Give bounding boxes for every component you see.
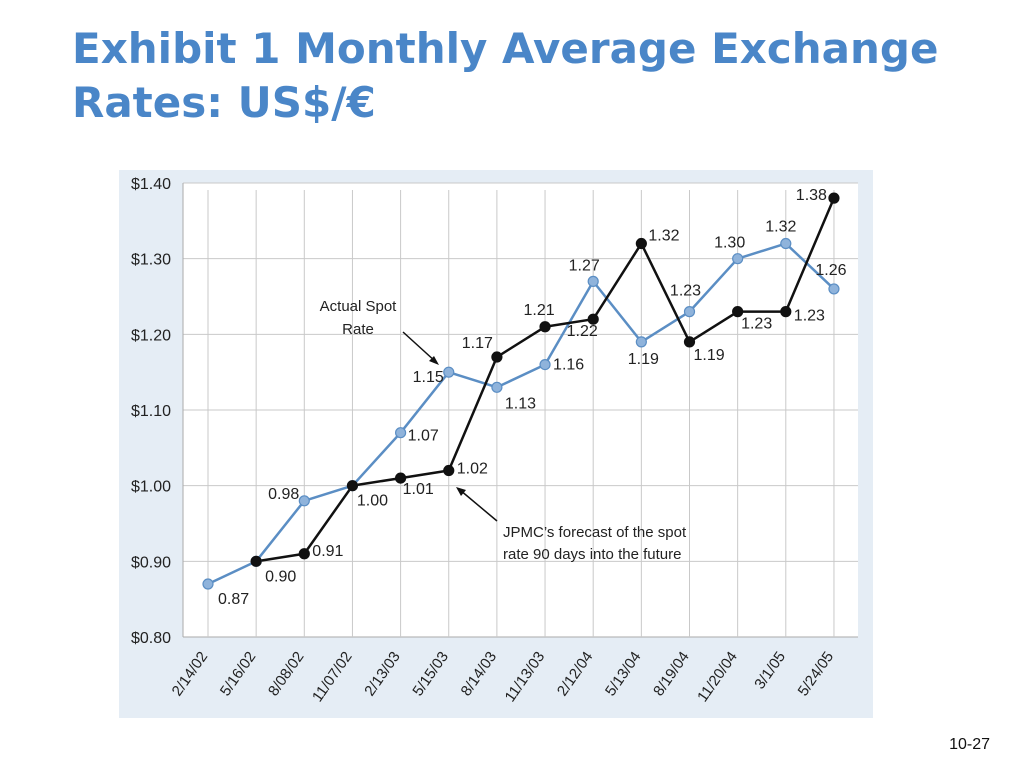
point-forecast [346, 480, 359, 492]
data-label-forecast: 1.19 [694, 347, 725, 364]
data-label-forecast: 1.32 [648, 228, 679, 245]
data-label-forecast: 1.38 [796, 187, 827, 204]
data-label-forecast: 1.22 [567, 323, 598, 340]
data-label-actual: 1.26 [815, 262, 846, 279]
y-tick-label: $1.30 [131, 252, 171, 269]
data-label-forecast: 1.00 [357, 493, 388, 510]
x-tick-label: 3/1/05 [751, 649, 789, 693]
annotations: Actual Spot Rate JPMC’s forecast of the … [320, 298, 687, 563]
data-label-forecast: 1.21 [523, 302, 554, 319]
point-forecast [780, 306, 792, 318]
point-forecast [250, 555, 262, 567]
point-forecast [539, 321, 551, 333]
point-forecast [587, 313, 599, 325]
data-label-actual: 1.30 [714, 235, 745, 252]
x-tick-label: 5/16/02 [217, 649, 260, 700]
data-label-forecast: 1.23 [741, 316, 772, 333]
data-labels: 0.87 0.90 0.98 1.07 1.15 1.13 1.16 1.27 1.19 1.23… [218, 187, 847, 608]
point-actual [732, 253, 744, 265]
exchange-rate-line-chart: $0.80 $0.90 $1.00 $1.10 $1.20 $1.30 $1.40 2/14… [131, 176, 858, 706]
annotation-actual-line-1: Actual Spot [320, 298, 398, 315]
point-actual [298, 495, 310, 507]
y-axis: $0.80 $0.90 $1.00 $1.10 $1.20 $1.30 $1.40 [131, 176, 171, 647]
x-tick-label: 2/13/03 [361, 649, 404, 700]
point-actual [780, 237, 792, 250]
data-label-actual: 1.13 [505, 395, 536, 412]
x-tick-label: 5/24/05 [795, 649, 838, 700]
point-forecast [828, 192, 840, 204]
point-forecast [395, 472, 407, 484]
page-number: 10-27 [949, 736, 990, 753]
point-actual [443, 366, 455, 378]
x-tick-label: 8/08/02 [265, 649, 308, 700]
y-tick-label: $0.90 [131, 554, 171, 571]
point-forecast [443, 464, 455, 477]
data-label-actual: 1.16 [553, 357, 584, 374]
x-tick-label: 8/19/04 [650, 649, 693, 700]
point-actual [491, 381, 503, 393]
data-label-actual: 1.19 [628, 351, 659, 368]
y-tick-label: $1.10 [131, 403, 171, 420]
point-forecast [683, 336, 696, 348]
data-label-forecast: 1.17 [462, 335, 493, 352]
y-tick-label: $1.20 [131, 327, 171, 344]
chart-panel: $0.80 $0.90 $1.00 $1.10 $1.20 $1.30 $1.40 2/14… [119, 170, 873, 718]
data-label-forecast: 1.02 [457, 461, 488, 478]
point-actual [828, 283, 840, 295]
x-tick-label: 2/12/04 [554, 649, 597, 700]
data-label-actual: 0.90 [265, 568, 296, 585]
annotation-forecast-line-2: rate 90 days into the future [503, 546, 681, 563]
data-label-actual: 1.27 [569, 257, 600, 274]
x-tick-label: 11/07/02 [309, 649, 356, 706]
x-tick-label: 2/14/02 [169, 649, 212, 700]
point-forecast [635, 237, 647, 250]
point-actual [587, 275, 599, 287]
point-actual [395, 427, 407, 439]
data-label-actual: 1.23 [670, 283, 701, 300]
data-label-actual: 1.32 [765, 219, 796, 236]
annotation-forecast-line-1: JPMC’s forecast of the spot [503, 524, 687, 541]
point-forecast [491, 351, 503, 363]
annotation-actual-arrow [402, 331, 437, 363]
series-line-actual [207, 242, 835, 586]
point-actual [635, 336, 647, 348]
annotation-forecast-arrow [459, 489, 498, 522]
annotation-actual-line-2: Rate [342, 321, 374, 338]
y-tick-label: $1.40 [131, 176, 171, 193]
point-actual [202, 578, 214, 590]
data-label-forecast: 1.23 [794, 308, 825, 325]
slide-title: Exhibit 1 Monthly Average Exchange Rates… [72, 22, 1012, 130]
data-label-actual: 0.87 [218, 591, 249, 608]
x-tick-label: 8/14/03 [458, 649, 501, 700]
series-lines [202, 192, 840, 590]
x-tick-label: 5/15/03 [409, 649, 452, 700]
annotation-actual-arrowhead [429, 356, 439, 365]
x-tick-label: 11/13/03 [502, 649, 549, 706]
x-tick-label: 5/13/04 [602, 649, 645, 700]
point-actual [683, 306, 696, 318]
data-label-actual: 0.98 [268, 486, 299, 503]
point-forecast [298, 548, 310, 560]
point-forecast [732, 306, 744, 318]
data-label-actual: 1.07 [408, 428, 439, 445]
y-tick-label: $0.80 [131, 630, 171, 647]
x-tick-label: 11/20/04 [694, 649, 741, 706]
slide-title-line-2: Rates: US$/€ [72, 78, 376, 127]
data-label-forecast: 1.01 [403, 481, 434, 498]
x-axis: 2/14/02 5/16/02 8/08/02 11/07/02 2/13/03 5/15… [169, 649, 838, 706]
y-tick-label: $1.00 [131, 479, 171, 496]
slide-title-line-1: Exhibit 1 Monthly Average Exchange [72, 24, 939, 73]
annotation-forecast-arrowhead [456, 487, 466, 496]
data-label-actual: 1.15 [413, 369, 444, 386]
data-label-forecast: 0.91 [312, 543, 343, 560]
point-actual [539, 359, 551, 371]
